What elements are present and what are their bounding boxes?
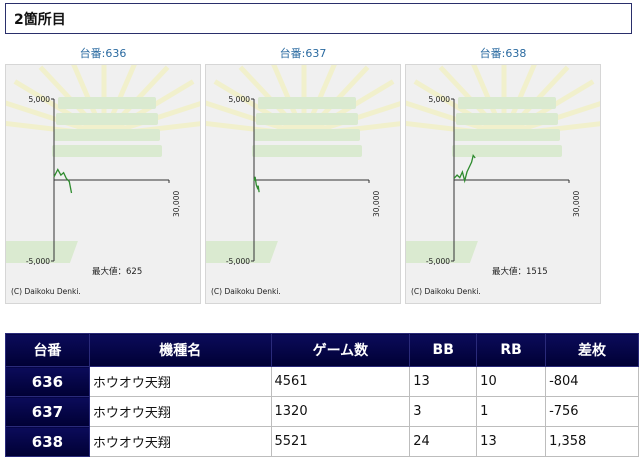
y-max-label: 5,000	[228, 95, 250, 104]
copyright: (C) Daikoku Denki.	[211, 287, 281, 296]
graph-636: 台番:636 5,000 -5,000 30,000 最大値：625 (C) D…	[5, 44, 201, 304]
slump-line	[453, 154, 476, 184]
background-art	[6, 65, 200, 263]
y-max-label: 5,000	[428, 95, 450, 104]
y-min-label: -5,000	[425, 257, 450, 266]
col-bb: BB	[409, 333, 478, 367]
graph-638: 台番:638 5,000 -5,000 30,000 最大値：1515 (C) …	[405, 44, 601, 304]
row-number[interactable]: 636	[5, 366, 90, 397]
graph-label[interactable]: 台番:637	[279, 47, 327, 60]
row-rb: 10	[476, 366, 547, 397]
slump-line	[53, 168, 73, 194]
slump-graph: 5,000 -5,000 30,000 最大値：1515 (C) Daikoku…	[405, 64, 601, 304]
col-machine-name: 機種名	[88, 333, 272, 367]
y-max-label: 5,000	[28, 95, 50, 104]
row-diff: -756	[545, 396, 639, 427]
graph-canvas-1	[206, 65, 400, 263]
max-value: 最大値：1515	[492, 267, 548, 277]
col-difference: 差枚	[545, 333, 639, 367]
table-row: 636 ホウオウ天翔 4561 13 10 -804	[5, 366, 639, 397]
section-title: 2箇所目	[5, 3, 632, 34]
max-value: 最大値：625	[92, 267, 143, 277]
y-min-label: -5,000	[225, 257, 250, 266]
graph-637: 台番:637 5,000 -5,000 30,000 (C) Daikoku D…	[205, 44, 401, 304]
row-bb: 24	[409, 426, 478, 457]
table-header-row: 台番 機種名 ゲーム数 BB RB 差枚	[5, 333, 639, 367]
graph-canvas-2	[406, 65, 600, 263]
col-game-count: ゲーム数	[270, 333, 411, 367]
row-games: 1320	[270, 396, 411, 427]
table-row: 637 ホウオウ天翔 1320 3 1 -756	[5, 396, 639, 427]
x-max-label: 30,000	[172, 190, 181, 217]
row-name: ホウオウ天翔	[88, 426, 272, 457]
col-machine-number: 台番	[5, 333, 90, 367]
col-rb: RB	[476, 333, 547, 367]
row-number[interactable]: 638	[5, 426, 90, 457]
slump-line	[253, 176, 260, 193]
background-art	[406, 65, 600, 263]
row-diff: -804	[545, 366, 639, 397]
row-rb: 13	[476, 426, 547, 457]
x-max-label: 30,000	[572, 190, 581, 217]
row-diff: 1,358	[545, 426, 639, 457]
graph-canvas-0	[6, 65, 200, 263]
row-number[interactable]: 637	[5, 396, 90, 427]
row-games: 5521	[270, 426, 411, 457]
row-name: ホウオウ天翔	[88, 366, 272, 397]
graph-label[interactable]: 台番:636	[79, 47, 127, 60]
row-bb: 13	[409, 366, 478, 397]
row-bb: 3	[409, 396, 478, 427]
y-min-label: -5,000	[25, 257, 50, 266]
machine-table: 台番 機種名 ゲーム数 BB RB 差枚 636 ホウオウ天翔 4561 13 …	[5, 333, 639, 457]
graph-label[interactable]: 台番:638	[479, 47, 527, 60]
copyright: (C) Daikoku Denki.	[11, 287, 81, 296]
row-name: ホウオウ天翔	[88, 396, 272, 427]
table-row: 638 ホウオウ天翔 5521 24 13 1,358	[5, 426, 639, 457]
row-games: 4561	[270, 366, 411, 397]
copyright: (C) Daikoku Denki.	[411, 287, 481, 296]
graphs-area: 台番:636 5,000 -5,000 30,000 最大値：625 (C) D…	[0, 44, 640, 309]
row-rb: 1	[476, 396, 547, 427]
background-art	[206, 65, 400, 263]
slump-graph: 5,000 -5,000 30,000 最大値：625 (C) Daikoku …	[5, 64, 201, 304]
x-max-label: 30,000	[372, 190, 381, 217]
slump-graph: 5,000 -5,000 30,000 (C) Daikoku Denki.	[205, 64, 401, 304]
